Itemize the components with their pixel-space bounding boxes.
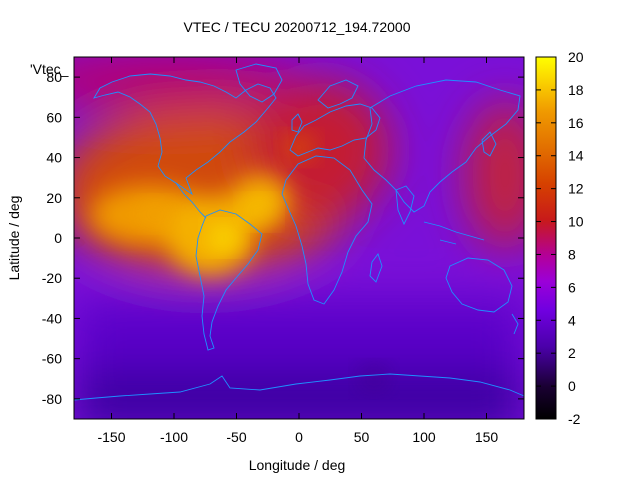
colorbar-tick-label: 8 [568,246,576,262]
colorbar-tick-label: 18 [568,82,584,98]
x-axis-label: Longitude / deg [249,457,346,473]
colorbar-tick-label: 16 [568,115,584,131]
x-tick-label: 150 [475,429,499,445]
coastline-europe [289,103,381,157]
heatmap-southern-ocean [358,365,390,392]
y-tick-label: -80 [42,391,62,407]
heatmap-tropical-americas-peak [208,225,240,251]
x-tick-label: -150 [97,429,125,445]
colorbar-tick-label: 0 [568,378,576,394]
y-tick-label: -40 [42,310,62,326]
colorbar [535,56,557,420]
coastline-north-america [93,73,277,196]
heatmap-east-pacific-peak [139,200,172,227]
colorbar-tick-label: -2 [568,411,581,427]
colorbar-tick-label: 6 [568,279,576,295]
x-tick-label: -50 [226,429,246,445]
x-tick-label: 0 [295,429,303,445]
colorbar-tick-label: 20 [568,49,584,65]
coastlines-overlay [74,63,524,401]
heatmap-south-atlantic-peak [243,198,275,225]
coastline-greenland [235,63,283,103]
colorbar-tick-label: 10 [568,214,584,230]
colorbar-ticks: -2 0 2 4 6 8 10 12 14 16 18 20 [536,49,584,427]
y-tick-label: -60 [42,351,62,367]
coastline-indonesia [423,221,485,245]
coastline-scandinavia [317,79,359,109]
y-tick-label: -20 [42,270,62,286]
coastline-japan [481,131,497,157]
chart-title: VTEC / TECU 20200712_194.72000 [183,19,410,35]
y-axis-label: Latitude / deg [6,196,22,281]
x-axis-ticks: -150 -100 -50 0 50 100 150 [97,57,498,445]
coastline-antarctica [74,373,524,401]
coastline-central-america [175,182,207,219]
heatmap-field [74,57,524,419]
colorbar-tick-label: 4 [568,312,576,328]
y-tick-label: 80 [46,69,62,85]
x-tick-label: -100 [160,429,188,445]
coastline-madagascar [369,253,383,283]
colorbar-tick-label: 12 [568,181,584,197]
colorbar-tick-label: 2 [568,345,576,361]
heatmap-hotspots [139,134,390,392]
coastline-africa [281,155,373,305]
x-tick-label: 50 [354,429,370,445]
y-tick-label: 60 [46,109,62,125]
coastline-new-zealand [511,313,519,335]
coastline-australia [445,257,513,313]
coastline-south-america [195,209,263,351]
colorbar-tick-label: 14 [568,148,584,164]
y-tick-label: 40 [46,150,62,166]
y-tick-label: 0 [54,230,62,246]
y-axis-ticks: -80 -60 -40 -20 0 20 40 60 80 [42,69,524,407]
legend-key-label: 'Vtec_ [30,61,69,77]
coastline-india [395,185,415,226]
heatmap-north-atlantic-europe [283,134,315,161]
coastline-uk [291,113,303,133]
coastline-asia [363,79,521,213]
y-tick-label: 20 [46,190,62,206]
x-tick-label: 100 [412,429,436,445]
